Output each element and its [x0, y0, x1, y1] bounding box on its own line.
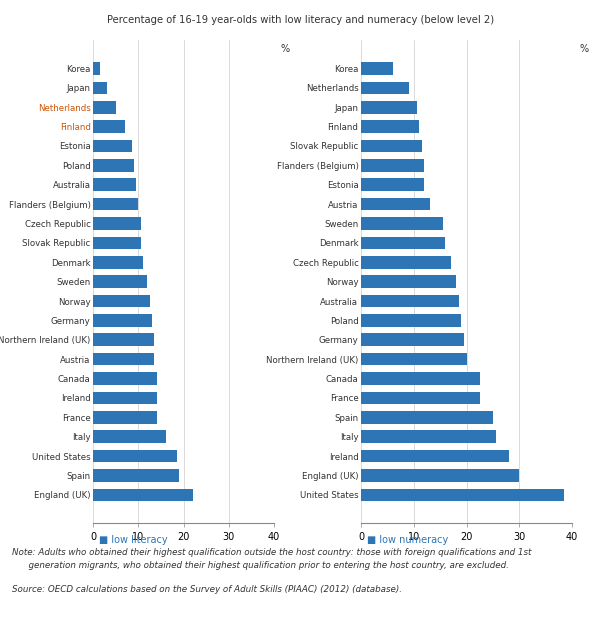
Bar: [361, 450, 509, 462]
Bar: [93, 217, 141, 230]
Bar: [93, 353, 154, 365]
Bar: [361, 314, 461, 327]
Bar: [93, 411, 157, 423]
Bar: [93, 178, 136, 191]
Bar: [93, 295, 150, 307]
Bar: [361, 101, 417, 113]
Bar: [93, 488, 193, 501]
Bar: [361, 372, 480, 385]
Text: Percentage of 16-19 year-olds with low literacy and numeracy (below level 2): Percentage of 16-19 year-olds with low l…: [107, 15, 495, 25]
Text: generation migrants, who obtained their highest qualification prior to entering : generation migrants, who obtained their …: [12, 561, 509, 571]
Bar: [93, 392, 157, 404]
Bar: [93, 256, 143, 269]
Bar: [361, 82, 409, 94]
Text: Note: Adults who obtained their highest qualification outside the host country: : Note: Adults who obtained their highest …: [12, 548, 532, 557]
Bar: [93, 62, 100, 75]
Text: %: %: [281, 44, 290, 54]
Bar: [93, 314, 152, 327]
Bar: [361, 392, 480, 404]
Bar: [361, 411, 493, 423]
Bar: [93, 275, 147, 288]
Bar: [361, 334, 464, 346]
Bar: [361, 353, 467, 365]
Bar: [93, 236, 141, 249]
Bar: [361, 178, 424, 191]
Bar: [93, 430, 166, 443]
Bar: [93, 334, 154, 346]
Text: ■ low numeracy: ■ low numeracy: [367, 535, 448, 545]
Text: %: %: [580, 44, 589, 54]
Bar: [93, 101, 116, 113]
Bar: [361, 430, 495, 443]
Bar: [93, 469, 179, 482]
Bar: [361, 159, 424, 171]
Bar: [93, 120, 125, 133]
Text: ■ low literacy: ■ low literacy: [99, 535, 168, 545]
Bar: [361, 469, 519, 482]
Bar: [93, 140, 132, 152]
Bar: [361, 140, 422, 152]
Bar: [93, 159, 134, 171]
Bar: [361, 120, 419, 133]
Bar: [361, 62, 393, 75]
Bar: [93, 82, 107, 94]
Bar: [361, 488, 564, 501]
Bar: [361, 275, 456, 288]
Bar: [361, 236, 445, 249]
Bar: [361, 217, 443, 230]
Bar: [93, 372, 157, 385]
Bar: [361, 198, 430, 210]
Bar: [93, 198, 138, 210]
Bar: [93, 450, 177, 462]
Text: Source: OECD calculations based on the Survey of Adult Skills (PIAAC) (2012) (da: Source: OECD calculations based on the S…: [12, 585, 402, 594]
Bar: [361, 295, 459, 307]
Bar: [361, 256, 451, 269]
